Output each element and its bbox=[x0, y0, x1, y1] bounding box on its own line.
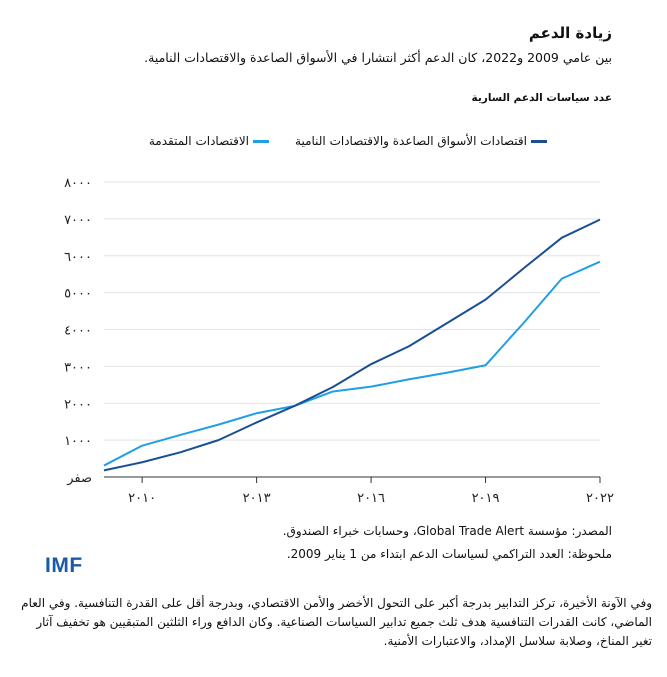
y-tick-label: ١٠٠٠ bbox=[64, 434, 92, 449]
legend-label: اقتصادات الأسواق الصاعدة والاقتصادات الن… bbox=[295, 134, 527, 148]
y-tick-label: ٥٠٠٠ bbox=[64, 287, 92, 302]
legend-swatch bbox=[253, 139, 270, 143]
x-tick-label: ٢٠١٣ bbox=[243, 491, 271, 506]
series-line-advanced bbox=[103, 260, 601, 467]
y-tick-label: ٨٠٠٠ bbox=[64, 176, 92, 191]
y-tick-label: ٤٠٠٠ bbox=[64, 324, 92, 339]
x-tick-label: ٢٠١٩ bbox=[472, 491, 500, 506]
chart-title: زيادة الدعم bbox=[528, 24, 612, 42]
legend-item-advanced: الاقتصادات المتقدمة bbox=[148, 134, 270, 148]
source-note: المصدر: مؤسسة Global Trade Alert، وحسابا… bbox=[282, 524, 612, 538]
imf-logo: IMF bbox=[45, 554, 83, 577]
series-line-emerging bbox=[103, 218, 601, 472]
legend-label: الاقتصادات المتقدمة bbox=[148, 134, 250, 148]
y-tick-label: ٧٠٠٠ bbox=[64, 213, 92, 228]
legend-swatch bbox=[531, 139, 547, 143]
footnote: ملحوظة: العدد التراكمي لسياسات الدعم ابت… bbox=[286, 547, 612, 561]
legend-item-emerging: اقتصادات الأسواق الصاعدة والاقتصادات الن… bbox=[295, 134, 547, 148]
legend: اقتصادات الأسواق الصاعدة والاقتصادات الن… bbox=[149, 134, 547, 148]
y-tick-label: ٢٠٠٠ bbox=[64, 397, 92, 412]
x-tick-label: ٢٠٢٢ bbox=[586, 491, 614, 506]
body-paragraph: وفي الآونة الأخيرة، تركز التدابير بدرجة … bbox=[21, 596, 652, 648]
y-tick-label: ٦٠٠٠ bbox=[64, 250, 92, 265]
y-tick-label: ٣٠٠٠ bbox=[64, 360, 92, 375]
y-axis-label: عدد سياسات الدعم السارية bbox=[471, 92, 612, 104]
x-tick-label: ٢٠١٠ bbox=[128, 491, 156, 506]
x-tick-label: ٢٠١٦ bbox=[357, 491, 385, 506]
y-tick-label: صفر bbox=[66, 471, 92, 486]
line-chart: صفر ١٠٠٠ ٢٠٠٠ ٣٠٠٠ ٤٠٠٠ ٥٠٠٠ ٦٠٠٠ ٧٠٠٠ ٨٠٠٠ ٢٠١٠ ٢… bbox=[64, 176, 614, 506]
chart-subtitle: بين عامي 2009 و2022، كان الدعم أكثر انتش… bbox=[144, 50, 612, 65]
